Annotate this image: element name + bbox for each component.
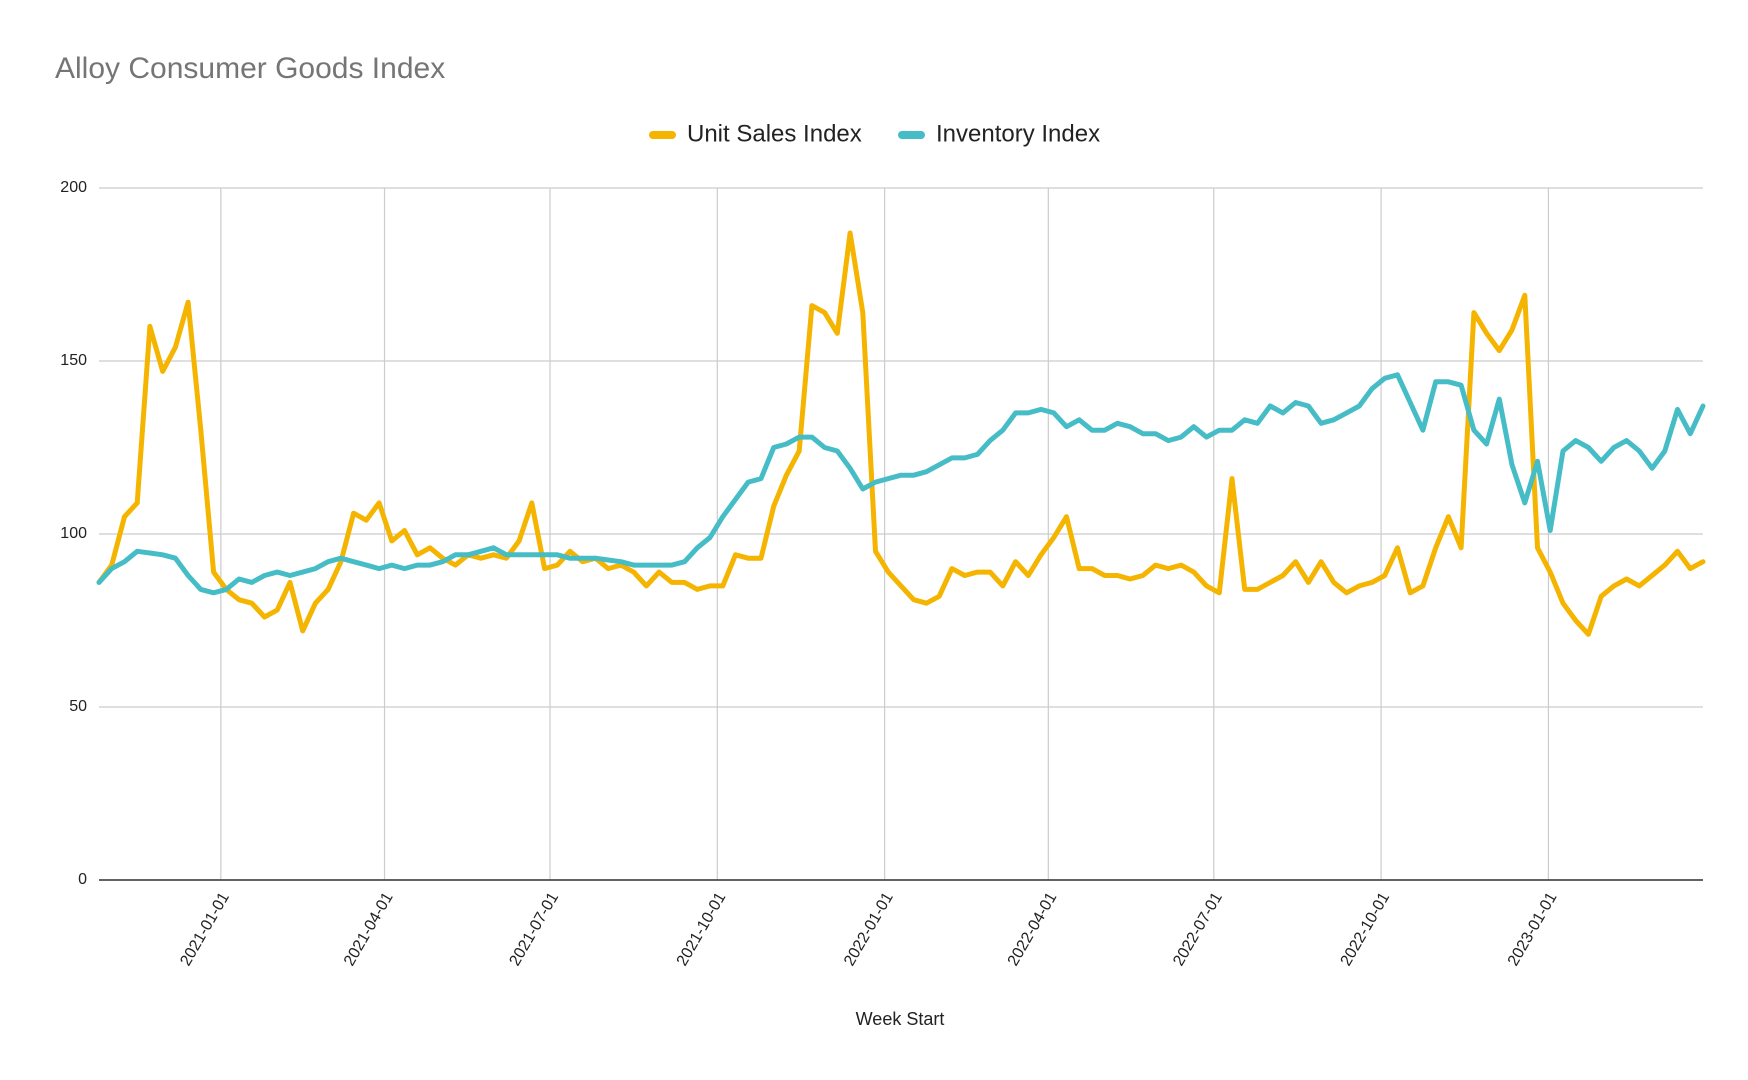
x-tick-label: 2022-10-01: [1338, 890, 1394, 969]
x-tick-label: 2021-07-01: [506, 890, 562, 969]
y-tick-label: 200: [60, 179, 87, 196]
x-tick-label: 2021-04-01: [341, 890, 397, 969]
x-tick-label: 2022-01-01: [841, 890, 897, 969]
x-tick-label: 2022-04-01: [1005, 890, 1061, 969]
x-tick-label: 2023-01-01: [1505, 890, 1561, 969]
y-tick-label: 100: [60, 525, 87, 542]
y-tick-label: 50: [69, 698, 87, 715]
chart-title: Alloy Consumer Goods Index: [55, 52, 445, 85]
series-line: [96, 372, 1706, 596]
legend-label: Inventory Index: [936, 120, 1100, 147]
y-tick-label: 150: [60, 352, 87, 369]
y-tick-label: 0: [78, 871, 87, 888]
x-axis-label: Week Start: [856, 1009, 945, 1029]
x-tick-label: 2021-10-01: [674, 890, 730, 969]
x-tick-label: 2022-07-01: [1170, 890, 1226, 969]
legend-label: Unit Sales Index: [687, 120, 862, 147]
series-line: [96, 230, 1706, 637]
x-tick-label: 2021-01-01: [177, 890, 233, 969]
